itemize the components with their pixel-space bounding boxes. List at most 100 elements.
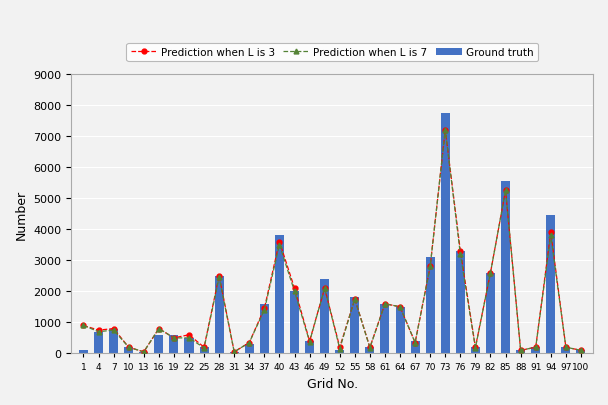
Prediction when L is 7 [306,339,313,344]
Prediction when L is 3 [381,302,389,307]
Bar [170,335,178,354]
Bar [199,347,209,354]
Prediction when L is 7 [276,243,283,247]
Bar [396,307,404,354]
Prediction when L is 3 [412,340,419,345]
X-axis label: Grid No.: Grid No. [306,377,358,390]
Prediction when L is 7 [472,345,479,350]
Bar [486,273,495,354]
Bar [109,329,118,354]
Bar [426,258,435,354]
Prediction when L is 3 [246,340,253,345]
Prediction when L is 3 [321,286,328,291]
Prediction when L is 3 [215,274,223,279]
Prediction when L is 7 [246,340,253,345]
Prediction when L is 7 [170,336,178,341]
Prediction when L is 7 [95,329,102,334]
Prediction when L is 3 [366,345,373,350]
Prediction when L is 7 [261,308,268,313]
Prediction when L is 7 [412,340,419,345]
Bar [305,341,314,354]
Prediction when L is 7 [517,348,524,353]
Bar [275,236,284,354]
Prediction when L is 3 [140,350,147,354]
Prediction when L is 7 [457,252,464,257]
Prediction when L is 7 [381,302,389,307]
Bar [516,350,525,354]
Bar [230,352,239,354]
Prediction when L is 7 [427,264,434,269]
Bar [215,276,224,354]
Prediction when L is 3 [427,264,434,269]
Bar [350,298,359,354]
Prediction when L is 3 [110,326,117,331]
Bar [546,215,555,354]
Prediction when L is 7 [502,188,510,193]
Prediction when L is 3 [155,326,162,331]
Prediction when L is 3 [472,345,479,350]
Prediction when L is 7 [230,350,238,354]
Prediction when L is 3 [351,297,359,302]
Prediction when L is 3 [261,306,268,311]
Bar [576,350,586,354]
Prediction when L is 7 [140,350,147,354]
Prediction when L is 3 [185,333,193,337]
Prediction when L is 3 [487,271,494,275]
Bar [410,341,420,354]
Prediction when L is 7 [321,286,328,291]
Prediction when L is 3 [517,348,524,353]
Bar [335,350,344,354]
Bar [245,344,254,354]
Prediction when L is 3 [562,345,570,350]
Prediction when L is 7 [441,128,449,133]
Prediction when L is 7 [396,305,404,309]
Prediction when L is 7 [201,345,208,350]
Prediction when L is 7 [125,345,133,350]
Bar [290,292,299,354]
Prediction when L is 7 [80,323,87,328]
Prediction when L is 3 [457,249,464,254]
Prediction when L is 7 [532,345,539,350]
Bar [154,335,164,354]
Prediction when L is 3 [502,188,510,193]
Prediction when L is 3 [201,345,208,350]
Line: Prediction when L is 3: Prediction when L is 3 [81,128,583,354]
Bar [561,347,570,354]
Bar [260,304,269,354]
Prediction when L is 7 [336,346,344,351]
Bar [365,347,375,354]
Prediction when L is 7 [366,345,373,350]
Prediction when L is 7 [562,345,570,350]
Bar [139,352,148,354]
Prediction when L is 7 [185,336,193,341]
Prediction when L is 3 [230,350,238,354]
Bar [531,347,541,354]
Prediction when L is 3 [80,323,87,328]
Bar [124,347,133,354]
Prediction when L is 3 [532,345,539,350]
Prediction when L is 3 [577,348,584,353]
Prediction when L is 3 [170,336,178,341]
Prediction when L is 7 [110,328,117,333]
Bar [381,304,390,354]
Prediction when L is 7 [577,348,584,353]
Prediction when L is 3 [547,230,554,235]
Bar [441,113,450,354]
Prediction when L is 3 [306,339,313,343]
Legend: Prediction when L is 3, Prediction when L is 7, Ground truth: Prediction when L is 3, Prediction when … [126,44,538,62]
Bar [320,279,329,354]
Prediction when L is 3 [441,128,449,133]
Bar [471,347,480,354]
Prediction when L is 3 [95,328,102,333]
Prediction when L is 7 [351,297,359,302]
Prediction when L is 3 [291,286,298,291]
Bar [94,332,103,354]
Prediction when L is 7 [215,275,223,280]
Prediction when L is 7 [155,326,162,331]
Bar [79,350,88,354]
Bar [501,181,510,354]
Bar [456,251,465,354]
Line: Prediction when L is 7: Prediction when L is 7 [81,128,583,354]
Prediction when L is 7 [487,271,494,275]
Prediction when L is 3 [396,305,404,309]
